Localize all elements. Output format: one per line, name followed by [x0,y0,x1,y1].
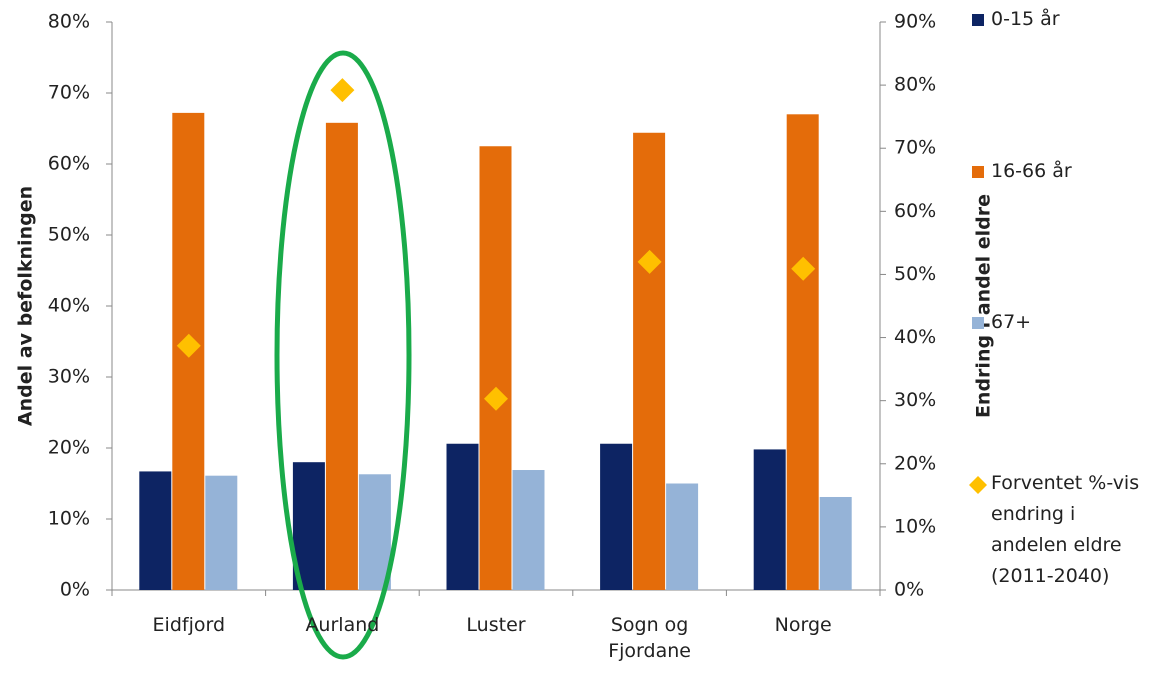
y2-tick-label: 0% [894,579,924,601]
x-tick-label: Luster [466,614,526,636]
y-tick-label: 40% [48,295,90,317]
y2-tick-label: 60% [894,200,936,222]
x-tick-label: Eidfjord [152,614,226,636]
bar [819,496,852,590]
y-tick-label: 10% [48,508,90,530]
legend-marker [972,14,984,26]
y2-tick-label: 30% [894,389,936,411]
bar [479,146,512,590]
y-tick-label: 20% [48,437,90,459]
highlight-ellipse [274,50,412,660]
x-tick-label: Sogn og Fjordane [608,614,691,662]
diamond-marker [484,386,508,411]
diamond-marker [330,78,355,103]
bar [633,132,666,590]
bar [753,449,786,590]
y2-tick-label: 20% [894,452,936,474]
y2-tick-label: 40% [894,326,936,348]
y-axis-title: Andel av befolkningen [15,186,37,426]
y2-tick-label: 70% [894,137,936,159]
y-tick-label: 70% [48,82,90,104]
bar [358,474,391,590]
bar [786,114,819,591]
x-tick-label: Norge [774,614,832,636]
legend-marker [972,166,984,178]
diamond-marker [176,333,201,358]
y-tick-label: 0% [60,579,90,601]
y-tick-label: 60% [48,153,90,175]
legend-label: 16-66 år [991,160,1072,182]
bar [325,122,358,590]
bar [666,483,699,590]
bar [512,470,545,590]
y2-tick-label: 90% [894,11,936,33]
y-tick-label: 30% [48,366,90,388]
y2-axis-title: Endring i andel eldre [973,194,995,418]
legend-label: Forventet %-vis endring i andelen eldre … [991,472,1140,587]
bar [139,471,172,590]
legend-label: 67+ [991,311,1032,333]
legend-marker [972,317,984,329]
y2-tick-label: 10% [894,515,936,537]
legend-label: 0-15 år [991,8,1060,30]
bar [446,443,479,590]
diamond-marker [637,249,662,274]
bar [205,475,238,590]
diamond-marker [791,256,816,281]
y-tick-label: 50% [48,224,90,246]
y2-tick-label: 50% [894,263,936,285]
bar [600,443,633,590]
x-tick-label: Aurland [305,614,380,636]
legend-marker [969,476,987,494]
y-tick-label: 80% [48,11,90,33]
y2-tick-label: 80% [894,74,936,96]
